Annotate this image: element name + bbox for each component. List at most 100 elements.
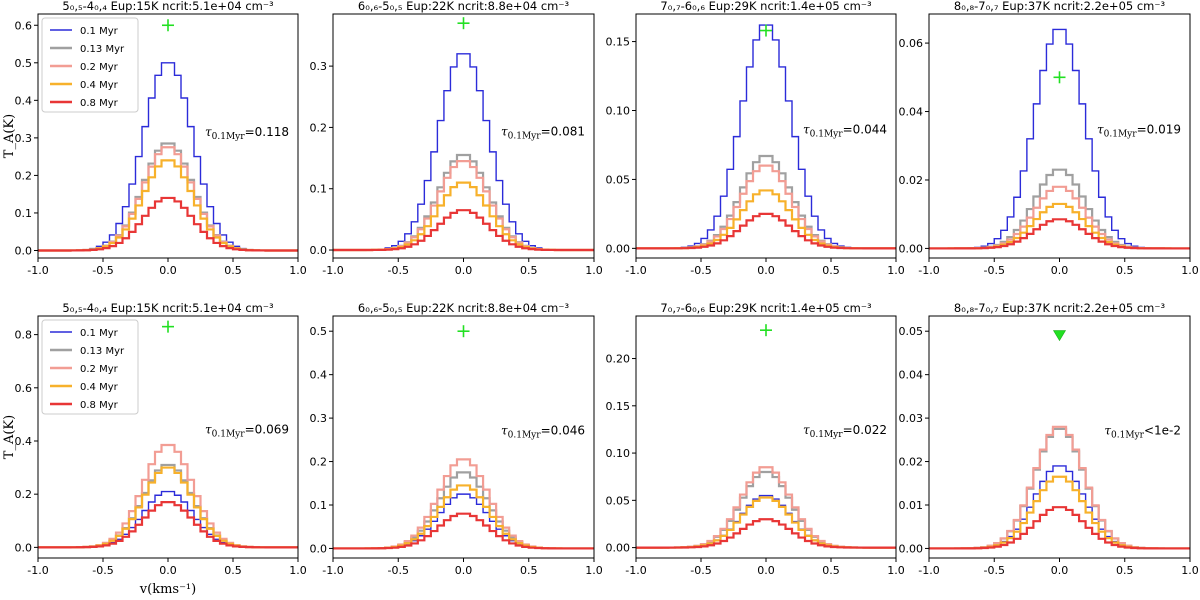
observed-marker [162, 19, 174, 32]
tau-annotation: τ0.1Myr=0.081 [501, 124, 585, 141]
series-line-0_1-Myr [333, 493, 594, 550]
y-tick-label: 0.6 [15, 19, 33, 32]
series-line-0_2-Myr [636, 466, 896, 549]
y-tick-label: 0.2 [310, 456, 328, 469]
tau-subscript: 0.1Myr [212, 430, 246, 440]
subplot-1-1: -1.0 -0.5 0.0 0.5 1.0 0.0 0.1 0.2 0.3 0.4 0.5 6₀,₆-… [310, 301, 603, 577]
y-tick-label: 0.00 [899, 542, 924, 555]
panel-title: 6₀,₆-5₀,₅ Eup:22K ncrit:8.8e+04 cm⁻³ [358, 301, 570, 315]
tau-symbol: τ [501, 424, 508, 438]
tau-annotation: τ0.1Myr=0.118 [205, 125, 289, 142]
series-line-0_8-Myr [929, 218, 1190, 250]
observed-marker [457, 325, 470, 338]
series-line-0_13-Myr [636, 154, 896, 250]
observed-marker [760, 324, 772, 337]
observed-marker [1053, 71, 1066, 84]
series-line-0_13-Myr [38, 463, 298, 549]
legend-label: 0.13 Myr [80, 346, 125, 357]
panel-title: 8₀,₈-7₀,₇ Eup:37K ncrit:2.2e+05 cm⁻³ [954, 301, 1166, 315]
legend-box [41, 319, 139, 415]
series-line-0_1-Myr [333, 53, 594, 251]
x-tick-label: -0.5 [690, 264, 711, 277]
y-tick-label: 0.2 [15, 169, 33, 182]
x-tick-label: 0.0 [159, 564, 177, 577]
y-axis-label: T_A(K) [2, 415, 17, 459]
y-tick-label: 0.0 [310, 244, 328, 257]
subplot-1-3: -1.0 -0.5 0.0 0.5 1.0 0.00 0.01 0.02 0.03 0.04 0.0… [899, 301, 1199, 577]
y-tick-label: 0.05 [606, 494, 631, 507]
y-tick-label: 0.01 [899, 499, 924, 512]
series-line-0_4-Myr [929, 475, 1190, 550]
series-group [636, 466, 896, 549]
y-tick-label: 0.2 [310, 121, 328, 134]
series-line-0_4-Myr [38, 466, 298, 549]
x-tick-label: 1.0 [585, 564, 603, 577]
tau-symbol: τ [1104, 424, 1111, 438]
subplot-0-3: -1.0 -0.5 0.0 0.5 1.0 0.00 0.02 0.04 0.06 8₀,₈-7₀… [899, 0, 1199, 277]
series-line-0_8-Myr [929, 506, 1190, 550]
tau-annotation: τ0.1Myr=0.022 [803, 423, 887, 440]
y-tick-label: 0.1 [15, 207, 33, 220]
x-tick-label: -0.5 [690, 564, 711, 577]
x-tick-label: -0.5 [984, 564, 1005, 577]
x-tick-label: 0.0 [1051, 264, 1069, 277]
tau-annotation: τ0.1Myr=0.044 [803, 123, 887, 140]
series-line-0_4-Myr [38, 159, 298, 252]
x-tick-label: 1.0 [887, 264, 905, 277]
y-tick-label: 0.10 [606, 104, 631, 117]
series-line-0_8-Myr [333, 209, 594, 252]
legend: 0.1 Myr 0.13 Myr 0.2 Myr 0.4 Myr 0.8 Myr [41, 17, 139, 113]
y-tick-label: 0.10 [606, 447, 631, 460]
y-tick-label: 0.0 [15, 541, 33, 554]
y-tick-label: 0.06 [899, 37, 924, 50]
x-tick-label: -0.5 [984, 264, 1005, 277]
tau-symbol: τ [1097, 123, 1104, 137]
series-line-0_8-Myr [38, 196, 298, 252]
x-tick-label: -0.5 [388, 564, 409, 577]
legend-label: 0.4 Myr [80, 80, 119, 91]
x-tick-label: 0.0 [757, 264, 775, 277]
panel-title: 7₀,₇-6₀,₆ Eup:29K ncrit:1.4e+05 cm⁻³ [660, 301, 872, 315]
series-line-0_1-Myr [929, 28, 1190, 250]
series-line-0_13-Myr [929, 427, 1190, 550]
y-tick-label: 0.02 [899, 456, 924, 469]
y-tick-label: 0.0 [310, 542, 328, 555]
x-tick-label: -1.0 [27, 564, 48, 577]
series-group [929, 28, 1190, 250]
y-tick-label: 0.4 [15, 435, 33, 448]
tau-value: =0.044 [843, 123, 887, 137]
x-tick-label: 1.0 [585, 264, 603, 277]
tau-symbol: τ [803, 423, 810, 437]
y-tick-label: 0.0 [15, 244, 33, 257]
y-tick-label: 0.4 [310, 369, 328, 382]
series-line-0_2-Myr [38, 443, 298, 549]
y-tick-label: 0.5 [15, 57, 33, 70]
series-line-0_1-Myr [38, 490, 298, 549]
series-line-0_13-Myr [929, 168, 1190, 250]
legend-label: 0.4 Myr [80, 382, 119, 393]
tau-symbol: τ [803, 123, 810, 137]
subplot-0-0: -1.0 -0.5 0.0 0.5 1.0 0.0 0.1 0.2 0.3 0.4 0.5 0.6 5₀… [2, 0, 307, 277]
x-tick-label: 0.0 [1051, 564, 1069, 577]
x-tick-label: 0.0 [455, 564, 473, 577]
x-tick-label: 0.5 [822, 564, 840, 577]
y-tick-label: 0.00 [606, 542, 631, 555]
series-group [929, 425, 1190, 550]
panel-title: 5₀,₅-4₀,₄ Eup:15K ncrit:5.1e+04 cm⁻³ [62, 0, 274, 13]
x-tick-label: -1.0 [322, 264, 343, 277]
x-tick-label: -0.5 [92, 564, 113, 577]
x-tick-label: 1.0 [1181, 564, 1199, 577]
series-group [38, 443, 298, 549]
x-tick-label: 0.0 [159, 264, 177, 277]
subplot-1-0: -1.0 -0.5 0.0 0.5 1.0 0.0 0.2 0.4 0.6 0.8 5₀,₅-4₀,… [2, 301, 307, 597]
x-tick-label: -1.0 [322, 564, 343, 577]
x-tick-label: 0.5 [224, 264, 242, 277]
x-tick-label: -1.0 [625, 264, 646, 277]
y-tick-label: 0.5 [310, 325, 328, 338]
y-tick-label: 0.15 [606, 400, 631, 413]
subplot-0-2: -1.0 -0.5 0.0 0.5 1.0 0.00 0.05 0.10 0.15 7₀,₇-6₀… [606, 0, 905, 277]
panel-title: 8₀,₈-7₀,₇ Eup:37K ncrit:2.2e+05 cm⁻³ [954, 0, 1166, 13]
x-tick-label: 1.0 [289, 264, 307, 277]
x-tick-label: -0.5 [388, 264, 409, 277]
